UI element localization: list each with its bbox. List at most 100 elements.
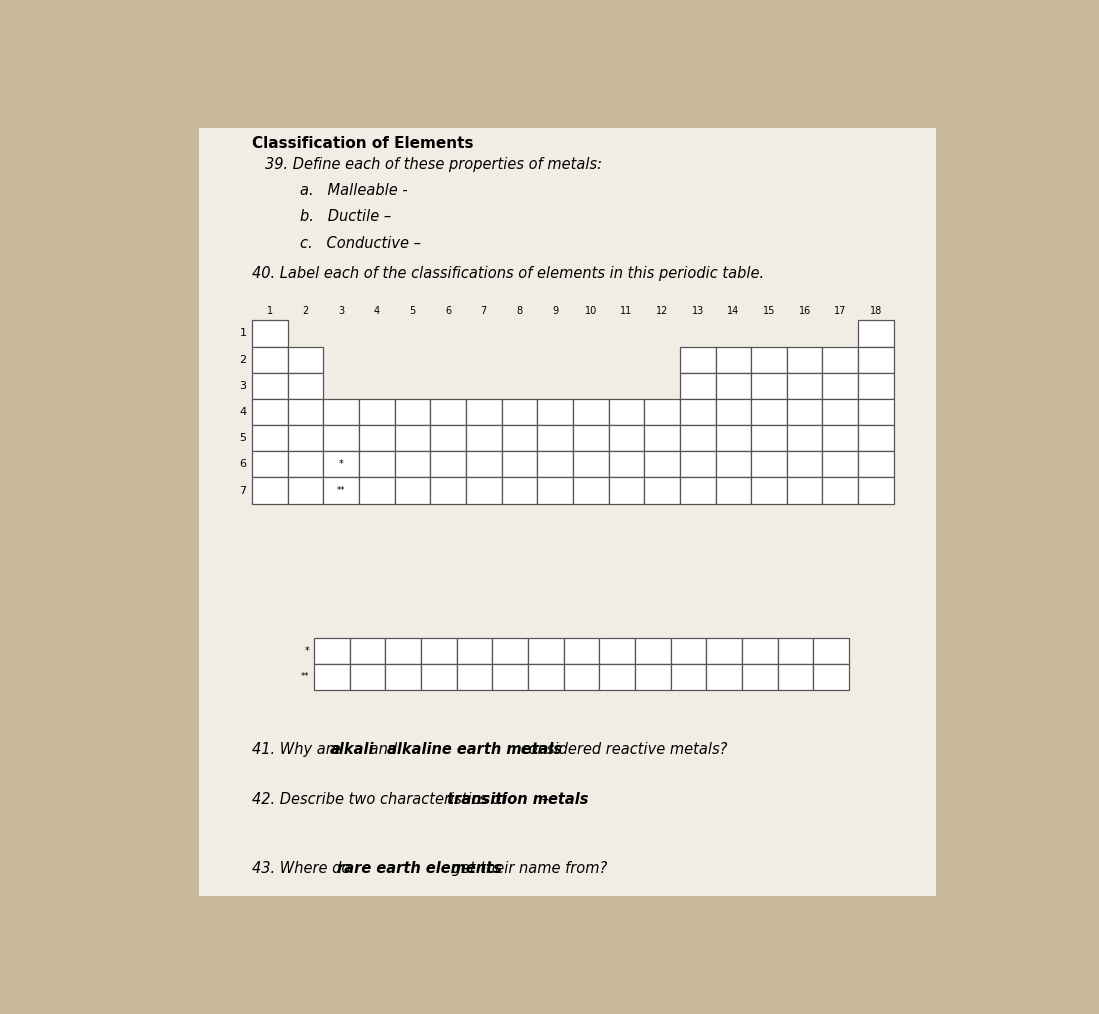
Bar (715, 347, 752, 373)
Bar (858, 425, 893, 451)
Bar (288, 478, 323, 504)
Bar (787, 425, 822, 451)
Bar (528, 638, 564, 664)
Bar (314, 638, 349, 664)
Bar (386, 664, 421, 690)
Bar (323, 425, 359, 451)
Bar (501, 399, 537, 425)
Bar (421, 638, 457, 664)
Bar (609, 478, 644, 504)
Text: 11: 11 (620, 305, 633, 315)
Bar (252, 373, 288, 399)
Bar (359, 478, 395, 504)
Bar (715, 425, 752, 451)
Bar (252, 478, 288, 504)
Text: **: ** (337, 486, 345, 495)
Bar (359, 399, 395, 425)
Bar (395, 451, 431, 478)
Bar (323, 478, 359, 504)
Text: 9: 9 (552, 305, 558, 315)
Text: **: ** (301, 672, 310, 681)
Text: alkaline earth metals: alkaline earth metals (387, 742, 562, 757)
Bar (252, 451, 288, 478)
Text: 6: 6 (445, 305, 452, 315)
Bar (537, 478, 573, 504)
Bar (715, 373, 752, 399)
Bar (288, 425, 323, 451)
Text: 15: 15 (763, 305, 775, 315)
Text: 39. Define each of these properties of metals:: 39. Define each of these properties of m… (265, 157, 602, 172)
Text: c.   Conductive –: c. Conductive – (300, 235, 421, 250)
Bar (822, 478, 858, 504)
Bar (752, 347, 787, 373)
Bar (288, 451, 323, 478)
Bar (787, 478, 822, 504)
Bar (501, 425, 537, 451)
Bar (466, 451, 501, 478)
Bar (670, 664, 707, 690)
Bar (680, 373, 715, 399)
Text: 14: 14 (728, 305, 740, 315)
Bar (635, 664, 670, 690)
Bar (644, 451, 680, 478)
Text: 42. Describe two characteristics of: 42. Describe two characteristics of (252, 792, 511, 806)
Bar (822, 425, 858, 451)
Bar (395, 399, 431, 425)
Text: 16: 16 (799, 305, 811, 315)
Bar (314, 664, 349, 690)
Bar (670, 638, 707, 664)
Bar (288, 399, 323, 425)
Bar (457, 638, 492, 664)
Bar (466, 399, 501, 425)
Bar (777, 664, 813, 690)
Bar (644, 478, 680, 504)
Text: 6: 6 (240, 459, 246, 469)
Text: get their name from?: get their name from? (447, 861, 608, 876)
Text: considered reactive metals?: considered reactive metals? (515, 742, 726, 757)
Bar (431, 478, 466, 504)
Text: transition metals: transition metals (447, 792, 589, 806)
Bar (680, 399, 715, 425)
Bar (573, 451, 609, 478)
Bar (457, 664, 492, 690)
Text: 2: 2 (302, 305, 309, 315)
Bar (707, 638, 742, 664)
Bar (386, 638, 421, 664)
Text: *: * (304, 646, 310, 656)
Bar (644, 399, 680, 425)
Bar (288, 347, 323, 373)
Text: 3: 3 (240, 381, 246, 390)
Bar (537, 425, 573, 451)
Bar (199, 128, 935, 896)
Text: and: and (365, 742, 402, 757)
Bar (752, 373, 787, 399)
Text: 13: 13 (691, 305, 703, 315)
Text: alkali: alkali (330, 742, 374, 757)
Bar (609, 425, 644, 451)
Bar (813, 664, 848, 690)
Bar (752, 451, 787, 478)
Bar (466, 478, 501, 504)
Bar (858, 347, 893, 373)
Text: 41. Why are: 41. Why are (252, 742, 345, 757)
Bar (858, 451, 893, 478)
Bar (822, 347, 858, 373)
Text: 1: 1 (267, 305, 273, 315)
Text: rare earth elements: rare earth elements (337, 861, 502, 876)
Bar (777, 638, 813, 664)
Bar (787, 399, 822, 425)
Text: 4: 4 (240, 407, 246, 417)
Bar (599, 664, 635, 690)
Bar (323, 451, 359, 478)
Bar (573, 478, 609, 504)
Bar (715, 451, 752, 478)
Text: *: * (338, 459, 344, 469)
Bar (787, 373, 822, 399)
Text: Classification of Elements: Classification of Elements (252, 136, 474, 150)
Bar (635, 638, 670, 664)
Bar (431, 451, 466, 478)
Bar (492, 638, 528, 664)
Bar (252, 347, 288, 373)
Text: 2: 2 (240, 355, 246, 365)
Text: 8: 8 (517, 305, 522, 315)
